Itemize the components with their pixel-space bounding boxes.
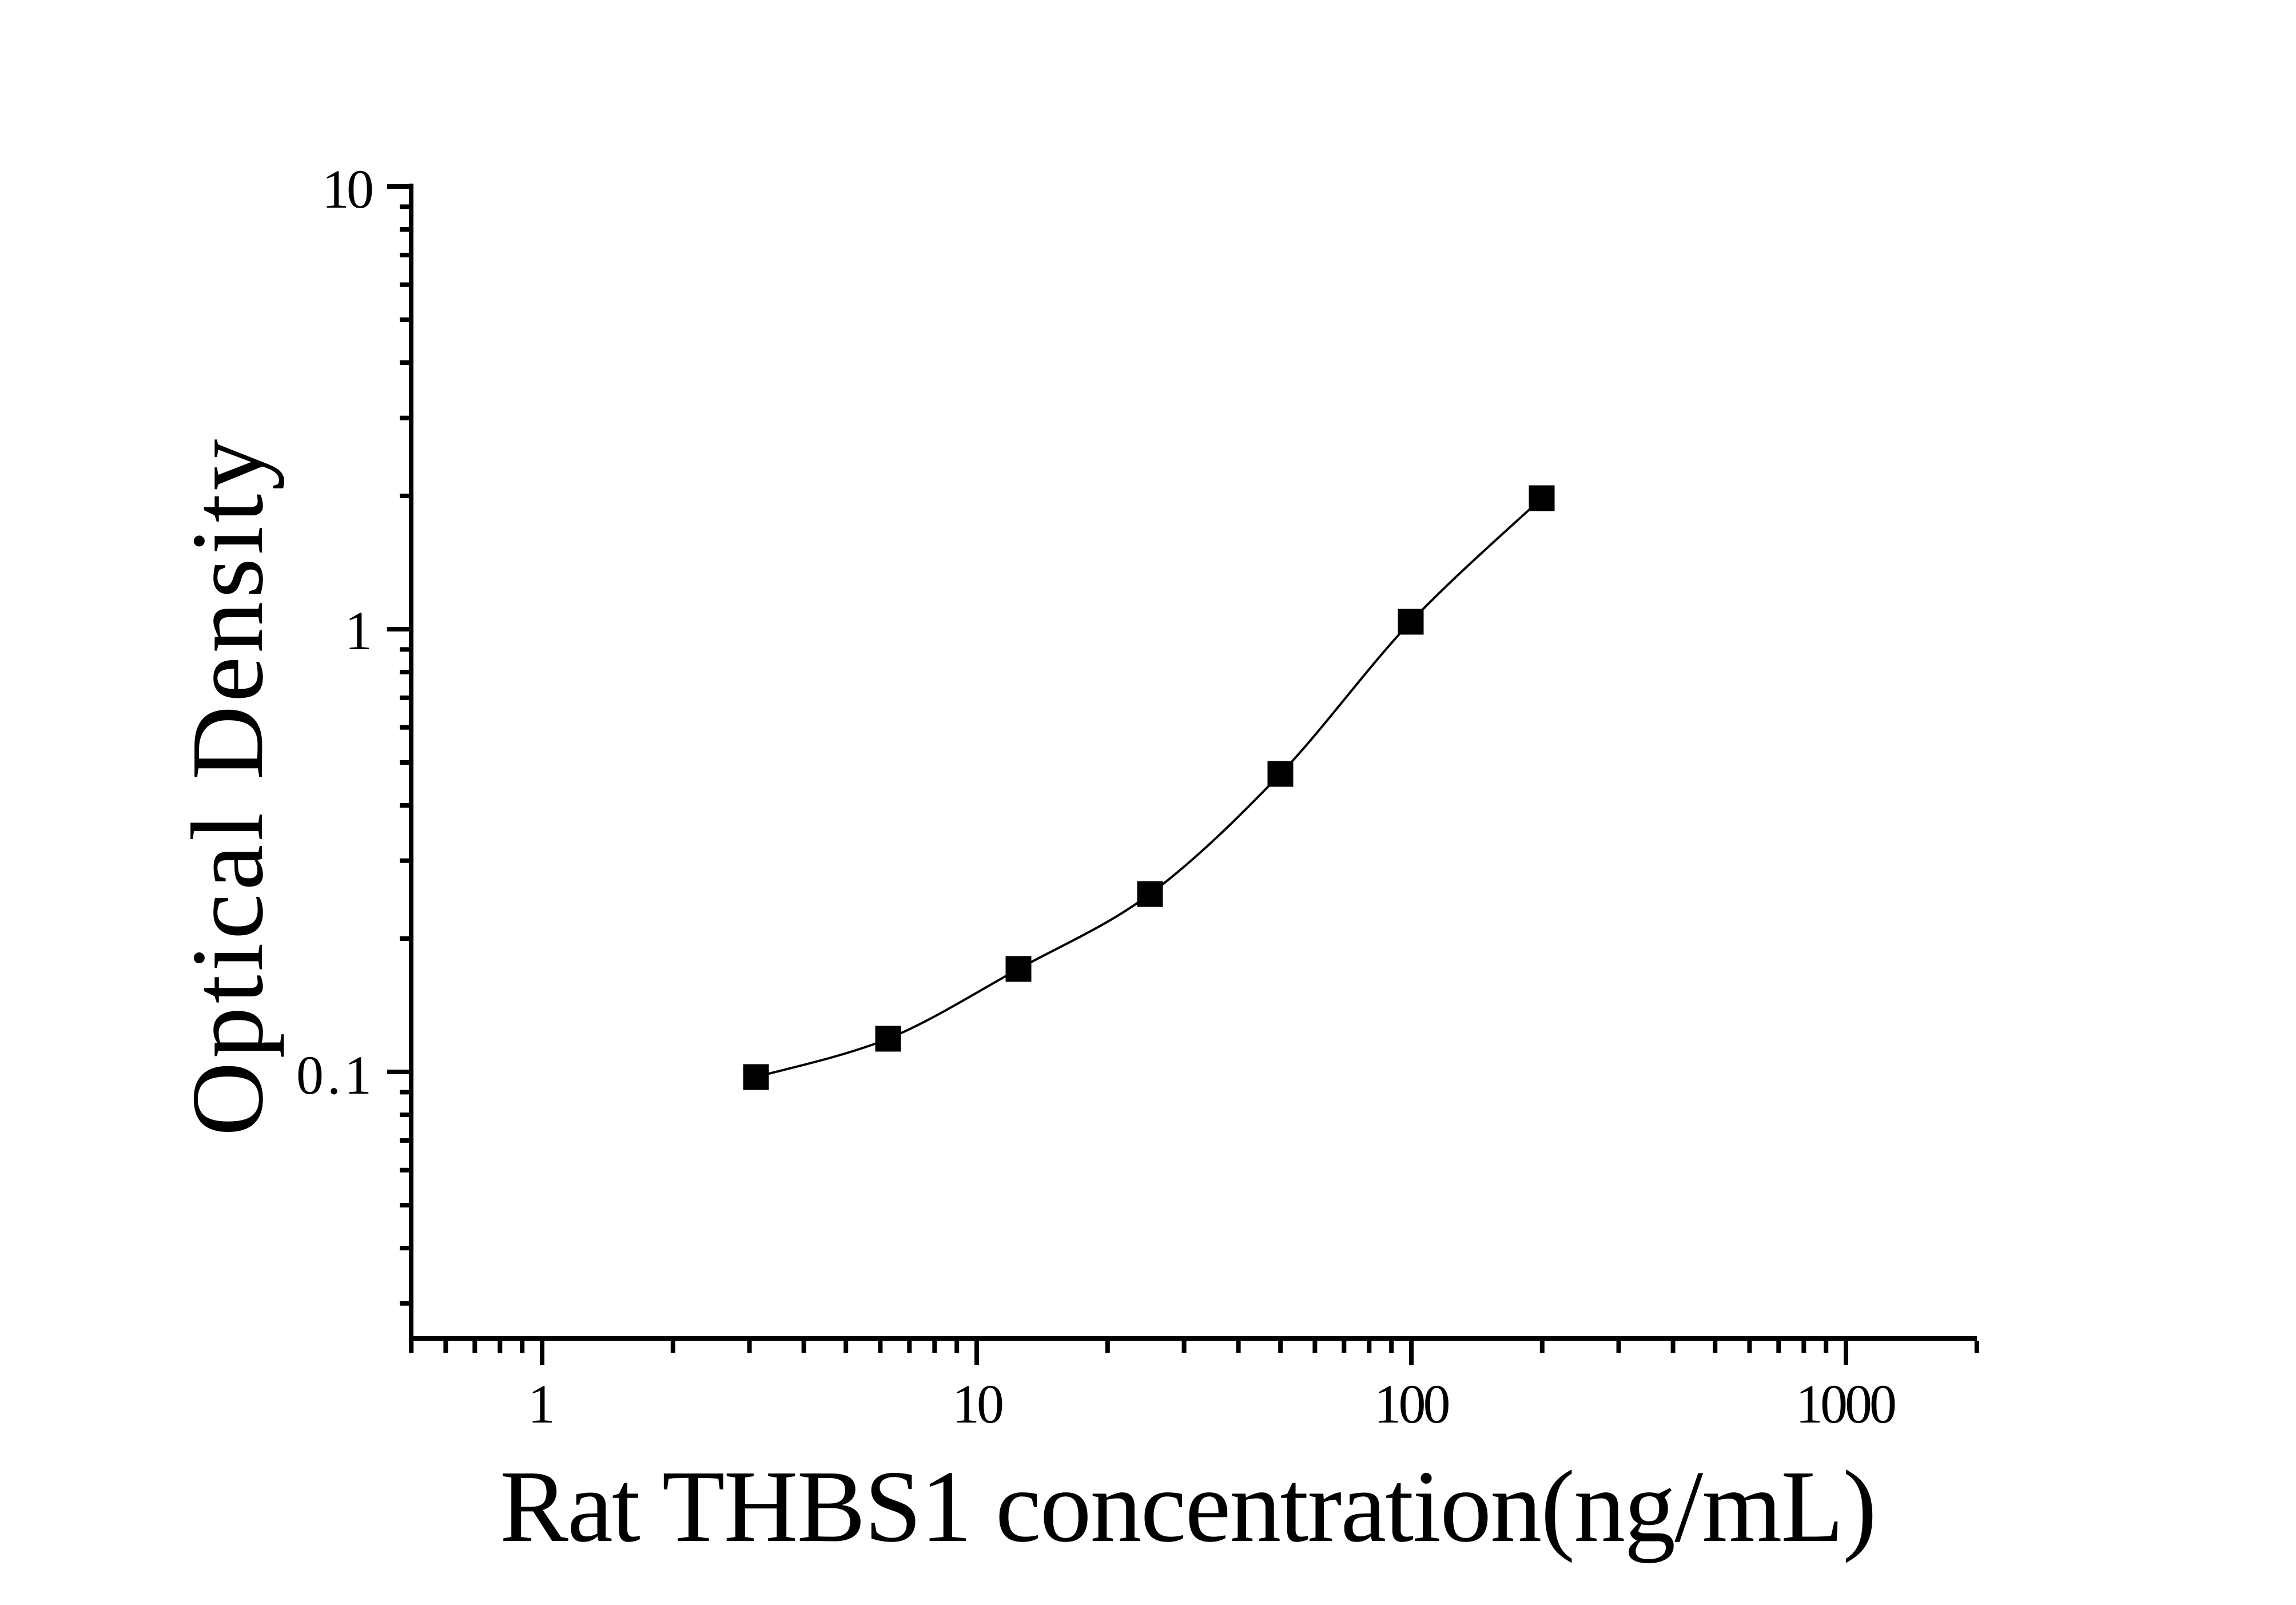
svg-text:10: 10: [322, 158, 372, 220]
svg-text:10: 10: [952, 1373, 1002, 1435]
svg-text:Rat THBS1 concentration(ng/mL): Rat THBS1 concentration(ng/mL): [500, 1449, 1876, 1563]
svg-text:Optical Density: Optical Density: [170, 436, 284, 1137]
svg-text:1000: 1000: [1796, 1373, 1895, 1435]
svg-text:0.1: 0.1: [296, 1044, 375, 1106]
svg-text:1: 1: [345, 600, 372, 661]
svg-text:100: 100: [1374, 1373, 1449, 1435]
svg-text:1: 1: [528, 1373, 555, 1435]
